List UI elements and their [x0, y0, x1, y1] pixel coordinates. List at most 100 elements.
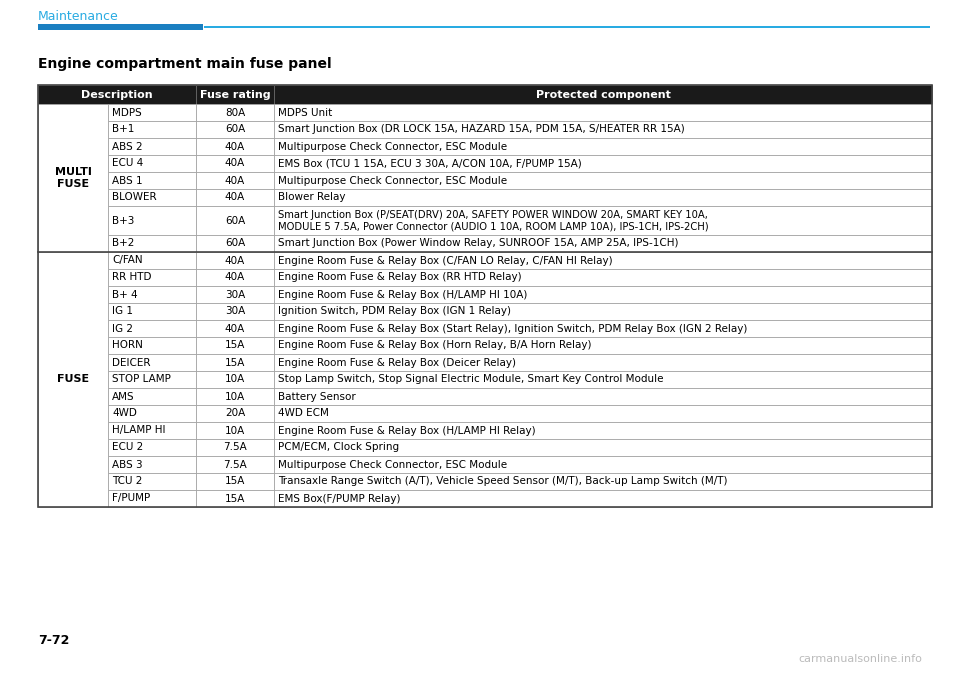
Bar: [274, 354, 932, 371]
Bar: [196, 138, 274, 155]
Bar: [274, 104, 932, 121]
Bar: [108, 206, 196, 235]
Text: Engine Room Fuse & Relay Box (Start Relay), Ignition Switch, PDM Relay Box (IGN : Engine Room Fuse & Relay Box (Start Rela…: [278, 324, 748, 333]
Text: Engine Room Fuse & Relay Box (RR HTD Relay): Engine Room Fuse & Relay Box (RR HTD Rel…: [278, 273, 521, 282]
Bar: [274, 269, 932, 286]
Text: Smart Junction Box (Power Window Relay, SUNROOF 15A, AMP 25A, IPS-1CH): Smart Junction Box (Power Window Relay, …: [278, 238, 679, 249]
Bar: [274, 456, 932, 473]
Text: Transaxle Range Switch (A/T), Vehicle Speed Sensor (M/T), Back-up Lamp Switch (M: Transaxle Range Switch (A/T), Vehicle Sp…: [278, 477, 728, 486]
Text: PCM/ECM, Clock Spring: PCM/ECM, Clock Spring: [278, 442, 399, 453]
Bar: [274, 337, 932, 354]
Text: ABS 2: ABS 2: [112, 141, 143, 152]
Text: Engine Room Fuse & Relay Box (C/FAN LO Relay, C/FAN HI Relay): Engine Room Fuse & Relay Box (C/FAN LO R…: [278, 256, 612, 265]
Bar: [38, 85, 932, 507]
Bar: [108, 490, 196, 507]
Text: MDPS Unit: MDPS Unit: [278, 107, 332, 118]
Bar: [274, 85, 932, 104]
Text: H/LAMP HI: H/LAMP HI: [112, 426, 165, 435]
Text: Multipurpose Check Connector, ESC Module: Multipurpose Check Connector, ESC Module: [278, 460, 507, 469]
Bar: [196, 155, 274, 172]
Text: Engine Room Fuse & Relay Box (H/LAMP HI 10A): Engine Room Fuse & Relay Box (H/LAMP HI …: [278, 289, 527, 300]
Text: ABS 1: ABS 1: [112, 176, 143, 185]
Text: Protected component: Protected component: [536, 90, 670, 99]
Text: AMS: AMS: [112, 391, 134, 402]
Text: Fuse rating: Fuse rating: [200, 90, 271, 99]
Text: FUSE: FUSE: [57, 375, 89, 384]
Text: 40A: 40A: [225, 141, 245, 152]
Text: 7.5A: 7.5A: [223, 460, 247, 469]
Text: C/FAN: C/FAN: [112, 256, 143, 265]
Text: Maintenance: Maintenance: [38, 10, 119, 23]
Bar: [274, 371, 932, 388]
Text: 20A: 20A: [225, 409, 245, 418]
Bar: [196, 456, 274, 473]
Bar: [274, 206, 932, 235]
Bar: [196, 320, 274, 337]
Text: 10A: 10A: [225, 375, 245, 384]
Text: STOP LAMP: STOP LAMP: [112, 375, 171, 384]
Bar: [108, 303, 196, 320]
Bar: [196, 85, 274, 104]
Text: Engine Room Fuse & Relay Box (Deicer Relay): Engine Room Fuse & Relay Box (Deicer Rel…: [278, 358, 516, 367]
Bar: [274, 252, 932, 269]
Text: Engine compartment main fuse panel: Engine compartment main fuse panel: [38, 57, 331, 71]
Text: MDPS: MDPS: [112, 107, 142, 118]
Text: 60A: 60A: [225, 216, 245, 225]
Bar: [108, 405, 196, 422]
Bar: [38, 24, 203, 30]
Text: 40A: 40A: [225, 158, 245, 169]
Bar: [274, 155, 932, 172]
Bar: [274, 303, 932, 320]
Text: 4WD ECM: 4WD ECM: [278, 409, 329, 418]
Text: MODULE 5 7.5A, Power Connector (AUDIO 1 10A, ROOM LAMP 10A), IPS-1CH, IPS-2CH): MODULE 5 7.5A, Power Connector (AUDIO 1 …: [278, 221, 708, 232]
Text: 10A: 10A: [225, 426, 245, 435]
Text: F/PUMP: F/PUMP: [112, 493, 151, 504]
Bar: [274, 388, 932, 405]
Bar: [108, 104, 196, 121]
Text: B+2: B+2: [112, 238, 134, 249]
Text: ABS 3: ABS 3: [112, 460, 143, 469]
Text: 10A: 10A: [225, 391, 245, 402]
Text: IG 2: IG 2: [112, 324, 133, 333]
Text: Smart Junction Box (P/SEAT(DRV) 20A, SAFETY POWER WINDOW 20A, SMART KEY 10A,: Smart Junction Box (P/SEAT(DRV) 20A, SAF…: [278, 210, 708, 220]
Bar: [274, 172, 932, 189]
Text: 40A: 40A: [225, 273, 245, 282]
Bar: [196, 189, 274, 206]
Bar: [196, 354, 274, 371]
Bar: [196, 252, 274, 269]
Bar: [196, 104, 274, 121]
Bar: [204, 26, 930, 28]
Text: Description: Description: [82, 90, 153, 99]
Bar: [196, 439, 274, 456]
Bar: [108, 252, 196, 269]
Bar: [108, 269, 196, 286]
Bar: [108, 337, 196, 354]
Text: 15A: 15A: [225, 340, 245, 351]
Text: 15A: 15A: [225, 477, 245, 486]
Bar: [274, 405, 932, 422]
Text: Battery Sensor: Battery Sensor: [278, 391, 356, 402]
Text: 40A: 40A: [225, 176, 245, 185]
Text: Stop Lamp Switch, Stop Signal Electric Module, Smart Key Control Module: Stop Lamp Switch, Stop Signal Electric M…: [278, 375, 663, 384]
Text: 40A: 40A: [225, 324, 245, 333]
Bar: [196, 235, 274, 252]
Text: Multipurpose Check Connector, ESC Module: Multipurpose Check Connector, ESC Module: [278, 141, 507, 152]
Bar: [108, 235, 196, 252]
Bar: [108, 121, 196, 138]
Text: 4WD: 4WD: [112, 409, 137, 418]
Text: Smart Junction Box (DR LOCK 15A, HAZARD 15A, PDM 15A, S/HEATER RR 15A): Smart Junction Box (DR LOCK 15A, HAZARD …: [278, 125, 684, 134]
Bar: [108, 439, 196, 456]
Bar: [196, 490, 274, 507]
Text: Blower Relay: Blower Relay: [278, 192, 346, 203]
Bar: [196, 303, 274, 320]
Text: 40A: 40A: [225, 192, 245, 203]
Bar: [108, 473, 196, 490]
Text: 15A: 15A: [225, 358, 245, 367]
Text: 80A: 80A: [225, 107, 245, 118]
Text: 60A: 60A: [225, 125, 245, 134]
Bar: [108, 320, 196, 337]
Bar: [108, 138, 196, 155]
Bar: [196, 286, 274, 303]
Bar: [108, 388, 196, 405]
Text: RR HTD: RR HTD: [112, 273, 152, 282]
